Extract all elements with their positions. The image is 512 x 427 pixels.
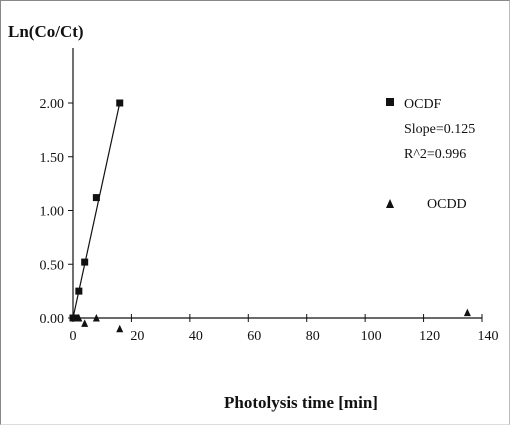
x-tick-label: 40 (189, 329, 203, 344)
slope-annotation: Slope=0.125 (404, 122, 475, 137)
data-point-ocdd (81, 319, 89, 327)
regression-line-ocdf (72, 102, 121, 319)
legend-label-ocdd: OCDD (427, 197, 467, 212)
x-tick-label: 80 (306, 329, 320, 344)
x-tick-label: 100 (361, 329, 382, 344)
x-tick-label: 0 (70, 329, 77, 344)
x-axis-ticks: 0 20 40 60 80 100 120 140 (70, 314, 499, 344)
y-axis-title: Ln(Co/Ct) (8, 22, 84, 41)
data-points (69, 99, 471, 333)
y-tick-label: 1.50 (40, 151, 65, 166)
y-axis-ticks: 0.00 0.50 1.00 1.50 2.00 (40, 97, 73, 327)
data-point-ocdf (81, 258, 89, 266)
legend-marker-ocdf (386, 98, 394, 106)
x-tick-label: 140 (478, 329, 499, 344)
x-tick-label: 60 (247, 329, 261, 344)
y-tick-label: 0.00 (40, 312, 65, 327)
legend-marker-ocdd (386, 199, 394, 208)
y-tick-label: 2.00 (40, 97, 65, 112)
data-point-ocdd (92, 314, 100, 322)
r-squared-annotation: R^2=0.996 (404, 147, 466, 162)
data-point-ocdf (92, 194, 100, 202)
x-axis-title: Photolysis time [min] (224, 393, 378, 412)
data-point-ocdd (75, 314, 83, 322)
data-point-ocdf (75, 287, 83, 295)
data-point-ocdf (72, 314, 80, 322)
data-point-ocdd (69, 314, 77, 322)
y-tick-label: 0.50 (40, 258, 65, 273)
x-tick-label: 20 (130, 329, 144, 344)
data-point-ocdd (116, 324, 124, 333)
data-point-ocdd (463, 308, 471, 317)
y-tick-label: 1.00 (40, 205, 65, 220)
data-point-ocdf (116, 99, 124, 107)
legend: OCDF Slope=0.125 R^2=0.996 OCDD (386, 97, 475, 212)
fit-lines (72, 102, 121, 319)
x-tick-label: 120 (419, 329, 440, 344)
legend-label-ocdf: OCDF (404, 97, 442, 112)
